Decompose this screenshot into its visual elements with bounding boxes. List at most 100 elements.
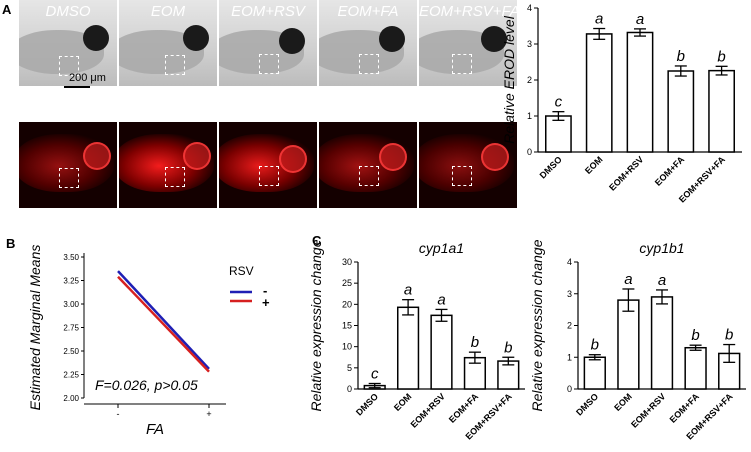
bar bbox=[684, 346, 707, 390]
y-tick-label: 15 bbox=[342, 321, 352, 331]
significance-letter: c bbox=[371, 365, 379, 382]
condition-label: EOM+FA bbox=[337, 3, 399, 20]
bar bbox=[545, 115, 572, 153]
larva-eye bbox=[481, 26, 507, 52]
significance-letter: b bbox=[471, 334, 479, 351]
y-tick-label: 2.75 bbox=[63, 324, 79, 333]
x-tick-label: EOM bbox=[583, 154, 605, 176]
larva-eye bbox=[279, 28, 305, 54]
y-tick-label: 3 bbox=[527, 39, 532, 49]
significance-letter: a bbox=[624, 271, 632, 288]
significance-letter: b bbox=[717, 48, 725, 65]
series-line bbox=[117, 270, 210, 370]
chart-title: cyp1b1 bbox=[639, 240, 684, 256]
x-tick-label: EOM bbox=[612, 391, 634, 413]
y-tick-label: 2.00 bbox=[63, 394, 79, 403]
panel-letter-b: B bbox=[6, 236, 16, 251]
y-tick-label: 5 bbox=[347, 363, 352, 373]
roi-box bbox=[452, 54, 472, 74]
fluorescence-image bbox=[419, 122, 517, 208]
x-tick-label: EOM bbox=[392, 391, 414, 413]
roi-box bbox=[452, 166, 472, 186]
panel-letter-c: C bbox=[312, 233, 322, 248]
significance-letter: c bbox=[555, 94, 563, 111]
y-tick-label: 0 bbox=[567, 384, 572, 394]
x-tick-label: EOM+RSV bbox=[607, 154, 645, 192]
erod-bar-chart: 01234cDMSOaEOMaEOM+RSVbEOM+FAbEOM+RSV+FA… bbox=[501, 3, 742, 205]
scale-bar bbox=[64, 86, 90, 88]
significance-letter: a bbox=[595, 11, 603, 28]
x-tick-label: EOM+RSV bbox=[409, 391, 447, 429]
y-tick-label: 0 bbox=[527, 147, 532, 157]
x-tick-label: - bbox=[117, 409, 120, 419]
y-axis-label: Estimated Marginal Means bbox=[27, 245, 43, 411]
bar bbox=[626, 31, 654, 153]
brightfield-image: EOM bbox=[119, 0, 217, 86]
y-tick-label: 3 bbox=[567, 289, 572, 299]
fluorescence-image bbox=[19, 122, 117, 208]
fluorescence-image bbox=[119, 122, 217, 208]
y-axis-label: Relative expression change bbox=[308, 239, 324, 411]
y-tick-label: 3.00 bbox=[63, 300, 79, 309]
y-tick-label: 2.25 bbox=[63, 371, 79, 380]
x-axis-label: FA bbox=[146, 421, 164, 438]
bar bbox=[667, 70, 695, 153]
x-tick-label: EOM+FA bbox=[653, 154, 687, 188]
y-tick-label: 30 bbox=[342, 257, 352, 267]
significance-letter: a bbox=[658, 272, 666, 289]
roi-box bbox=[259, 166, 279, 186]
x-tick-label: EOM+FA bbox=[447, 391, 481, 425]
bar bbox=[617, 299, 640, 390]
significance-letter: b bbox=[691, 327, 699, 344]
roi-box bbox=[259, 54, 279, 74]
bar bbox=[708, 69, 735, 153]
x-tick-label: EOM+FA bbox=[668, 391, 702, 425]
y-tick-label: 4 bbox=[527, 3, 532, 13]
y-tick-label: 3.25 bbox=[63, 277, 79, 286]
roi-box bbox=[359, 166, 379, 186]
y-axis-label: Relative expression change bbox=[529, 239, 545, 411]
y-tick-label: 10 bbox=[342, 342, 352, 352]
larva-eye bbox=[379, 143, 407, 171]
bar bbox=[396, 306, 420, 390]
significance-letter: b bbox=[677, 48, 685, 65]
larva-eye bbox=[183, 142, 211, 170]
larva-eye bbox=[279, 145, 307, 173]
y-tick-label: 20 bbox=[342, 299, 352, 309]
legend-label: + bbox=[262, 295, 270, 310]
x-tick-label: DMSO bbox=[574, 391, 600, 417]
marginal-means-chart: 2.002.252.502.753.003.253.50- +Estimated … bbox=[27, 245, 270, 438]
panel-letter-a: A bbox=[2, 2, 12, 17]
roi-box bbox=[59, 56, 79, 76]
x-tick-label: + bbox=[206, 409, 211, 419]
fluorescence-image bbox=[219, 122, 317, 208]
y-tick-label: 4 bbox=[567, 257, 572, 267]
legend-label: - bbox=[263, 283, 267, 298]
cyp1a1-bar-chart: 051015202530cDMSOaEOMaEOM+RSVbEOM+FAbEOM… bbox=[308, 239, 525, 442]
larva-eye bbox=[83, 142, 111, 170]
y-tick-label: 2.50 bbox=[63, 347, 79, 356]
roi-box bbox=[165, 167, 185, 187]
significance-letter: a bbox=[404, 282, 412, 299]
condition-label: EOM+RSV+FA bbox=[419, 3, 517, 20]
x-tick-label: EOM+RSV bbox=[629, 391, 667, 429]
y-tick-label: 2 bbox=[527, 75, 532, 85]
roi-box bbox=[59, 168, 79, 188]
significance-letter: b bbox=[725, 327, 733, 344]
larva-eye bbox=[183, 25, 209, 51]
significance-letter: b bbox=[591, 337, 599, 354]
bar bbox=[650, 296, 674, 390]
significance-letter: b bbox=[504, 339, 512, 356]
brightfield-image: DMSO bbox=[19, 0, 117, 86]
y-tick-label: 2 bbox=[567, 321, 572, 331]
bar bbox=[430, 314, 453, 390]
larva-eye bbox=[83, 25, 109, 51]
y-tick-label: 25 bbox=[342, 278, 352, 288]
chart-title: cyp1a1 bbox=[419, 240, 464, 256]
bar bbox=[585, 33, 613, 153]
larva-eye bbox=[481, 143, 509, 171]
cyp1b1-bar-chart: 01234bDMSOaEOMaEOM+RSVbEOM+FAbEOM+RSV+FA… bbox=[529, 239, 746, 442]
condition-label: DMSO bbox=[45, 3, 91, 20]
fluorescence-image bbox=[319, 122, 417, 208]
brightfield-image: EOM+RSV+FA bbox=[419, 0, 517, 86]
